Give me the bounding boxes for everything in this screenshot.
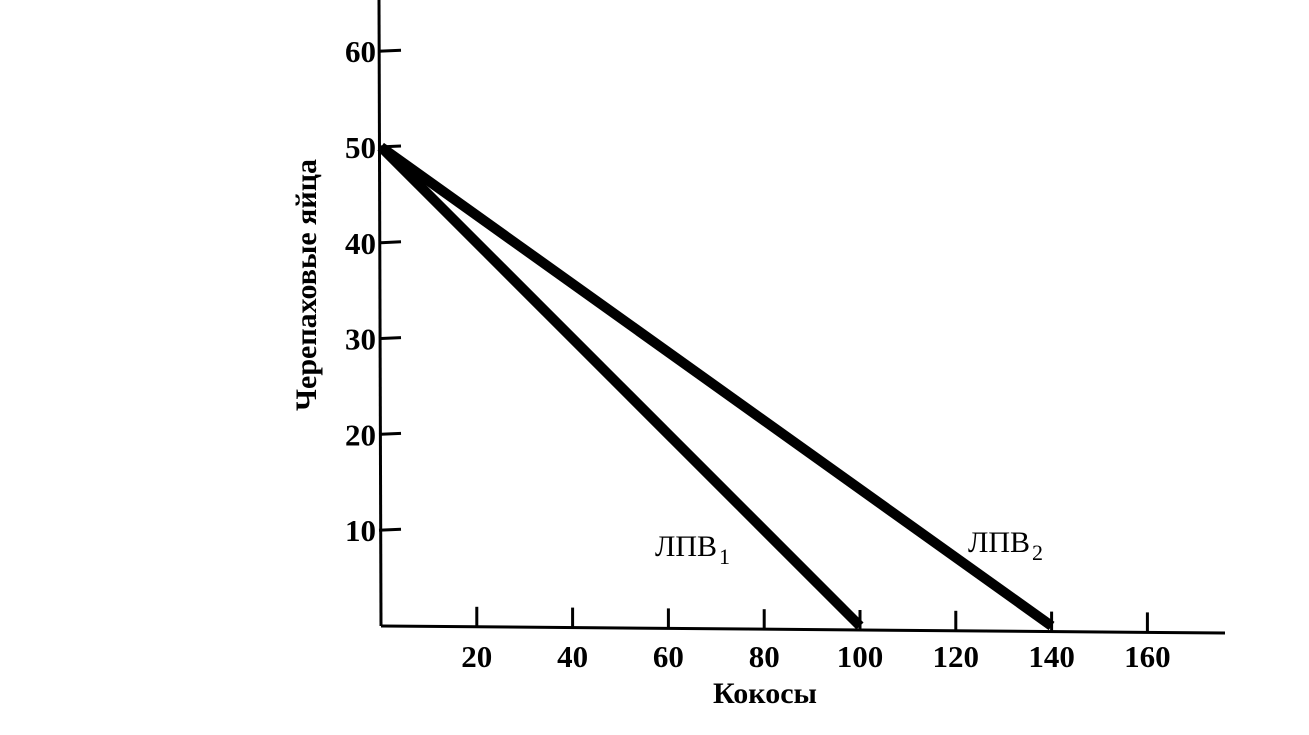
x-tick-label: 100	[837, 639, 884, 674]
x-tick-label: 20	[461, 639, 492, 674]
ticks: 20 40 60 80 100 120 140 160 10 20 30 40 50 60	[345, 34, 1171, 674]
series-line-2	[378, 142, 1055, 631]
y-tick-label: 60	[345, 34, 376, 69]
y-tick-label: 40	[345, 226, 376, 261]
y-tick-label: 10	[345, 513, 376, 548]
series-label-subscript: 2	[1032, 540, 1043, 565]
y-tick-label: 30	[345, 322, 376, 357]
series-label-2: ЛПВ2	[968, 526, 1043, 565]
x-tick-label: 60	[653, 639, 684, 674]
x-axis-title: Кокосы	[713, 677, 817, 710]
y-tick-mark	[378, 336, 402, 341]
y-axis-title: Черепаховые яйца	[290, 159, 323, 411]
series-label-main: ЛПВ	[655, 530, 717, 563]
x-axis-line	[380, 624, 1226, 635]
y-tick-mark	[378, 48, 402, 53]
x-tick-label: 40	[557, 639, 588, 674]
series-labels: ЛПВ1 ЛПВ2	[655, 526, 1043, 569]
x-tick-label: 140	[1028, 639, 1075, 674]
y-tick-mark	[378, 431, 402, 436]
y-tick-label: 50	[345, 130, 376, 165]
series-label-subscript: 1	[719, 544, 730, 569]
axes	[377, 0, 1226, 635]
x-tick-label: 120	[933, 639, 980, 674]
y-tick-mark	[378, 527, 402, 532]
y-tick-mark	[378, 240, 402, 245]
series-label-main: ЛПВ	[968, 526, 1030, 559]
series-line-1	[377, 143, 864, 630]
series-lines	[377, 142, 1055, 631]
y-axis-line	[377, 0, 383, 627]
y-tick-label: 20	[345, 417, 376, 452]
x-tick-label: 160	[1124, 639, 1171, 674]
series-label-1: ЛПВ1	[655, 530, 730, 569]
x-tick-label: 80	[749, 639, 780, 674]
